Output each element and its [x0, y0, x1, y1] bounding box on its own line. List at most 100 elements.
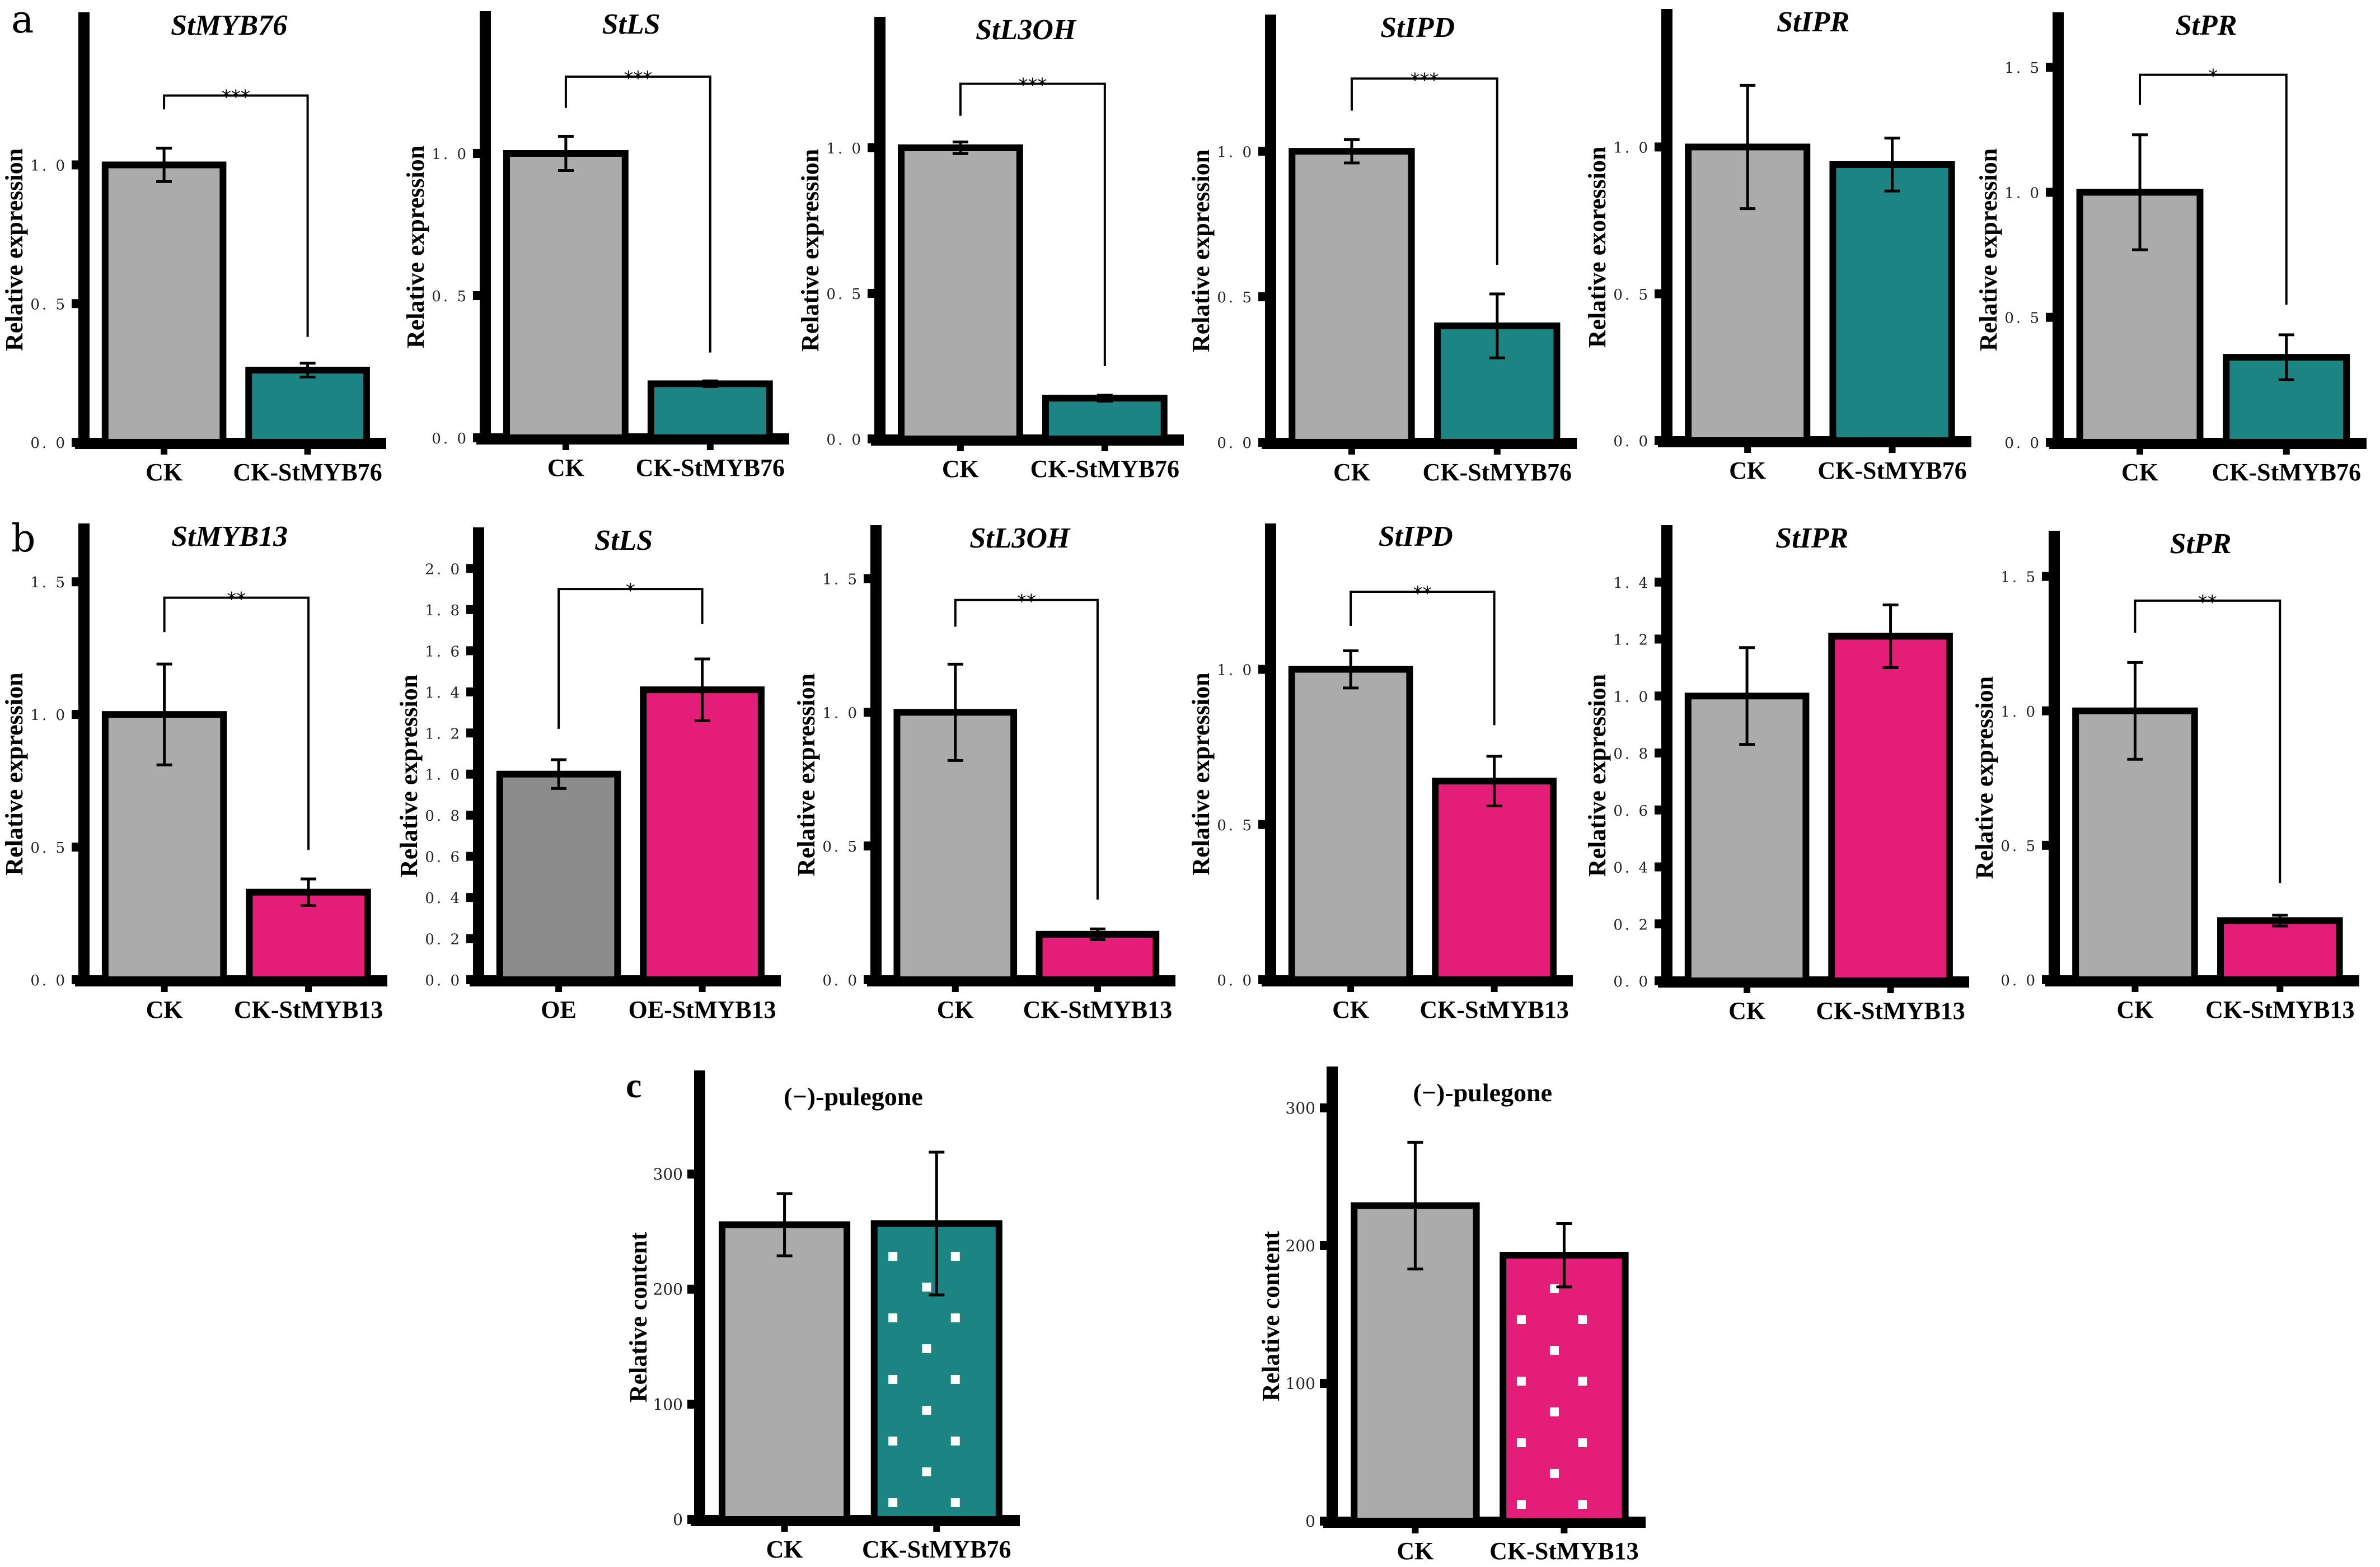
y-axis-label: Relative expression	[793, 673, 820, 876]
y-tick-label: 300	[1286, 1099, 1315, 1117]
bar-ck	[719, 1221, 851, 1523]
y-tick-label: 1. 2	[1613, 632, 1650, 649]
y-tick-label: 1. 0	[1613, 689, 1650, 705]
chart-title: StIPD	[1379, 521, 1453, 553]
y-tick-label: 1. 4	[425, 685, 462, 701]
y-axis-label: Relative content	[625, 1232, 652, 1403]
chart-title: StL3OH	[976, 14, 1077, 46]
panel-label-a: a	[11, 0, 34, 42]
x-tick-label: CK-StMYB13	[1816, 997, 1965, 1025]
pattern-dot	[1578, 1500, 1587, 1509]
y-tick-label: 0. 5	[1217, 817, 1254, 834]
y-tick-label: 0. 0	[1217, 972, 1254, 989]
significance-bracket	[557, 588, 704, 729]
y-axis-label: Relative expression	[797, 149, 824, 352]
y-tick-label: 0. 0	[1613, 974, 1650, 990]
y-tick-label: 2. 0	[425, 561, 462, 578]
chart-b6: 0. 0 0. 5 1. 0 1. 5 Relative expression StPR C…	[1971, 528, 2359, 1023]
pattern-dot	[950, 1498, 960, 1507]
bar-ck-stmyb13	[1432, 778, 1557, 983]
y-axis-label: Relative expression	[402, 146, 429, 348]
y-tick-label: 0. 0	[30, 972, 67, 989]
y-tick-label: 0. 0	[2004, 435, 2041, 452]
x-tick-label: OE-StMYB13	[629, 996, 776, 1023]
chart-b3: 0. 0 0. 5 1. 0 1. 5 Relative expression StL3O…	[793, 522, 1175, 1023]
y-tick-label: 1. 5	[30, 574, 67, 591]
x-tick-label: CK	[1729, 457, 1766, 484]
significance-bracket	[163, 596, 310, 850]
y-tick-label: 1. 4	[1613, 575, 1650, 592]
x-tick-label: CK	[1397, 1537, 1433, 1565]
chart-b5: 0. 0 0. 2 0. 4 0. 6 0. 8 1. 0 1. 2 1. 4 Relative…	[1583, 522, 1969, 1025]
y-tick-label: 0. 2	[425, 932, 462, 948]
panel-label-c: c	[626, 1065, 641, 1105]
pattern-dot	[1549, 1407, 1559, 1416]
y-tick-label: 0. 2	[1613, 916, 1650, 933]
significance-label: ***	[222, 86, 250, 109]
y-axis-label: Relative expression	[395, 675, 423, 877]
y-tick-label: 0. 5	[1217, 289, 1254, 306]
pattern-dot	[1516, 1500, 1526, 1509]
x-tick-label: CK-StMYB13	[1023, 996, 1172, 1023]
y-tick-label: 1. 5	[2000, 569, 2037, 586]
pattern-dot	[922, 1344, 931, 1353]
y-tick-label: 0. 6	[1613, 803, 1650, 820]
pattern-dot	[950, 1437, 960, 1446]
chart-b1: 0. 0 0. 5 1. 0 1. 5 Relative expression StMYB…	[1, 521, 387, 1023]
bar-ck-stmyb76	[647, 380, 773, 441]
y-tick-label: 1. 0	[432, 146, 468, 163]
y-tick-label: 1. 0	[822, 705, 859, 722]
x-tick-label: CK-StMYB13	[234, 996, 383, 1023]
significance-bracket	[954, 598, 1099, 900]
chart-title: StL3OH	[969, 522, 1071, 554]
y-tick-label: 1. 0	[30, 158, 67, 175]
significance-bracket	[564, 75, 711, 353]
pattern-dot	[1578, 1377, 1587, 1386]
y-tick-label: 1. 0	[1217, 662, 1254, 679]
bar-ck-stmyb13	[2217, 917, 2343, 983]
y-tick-label: 1. 8	[425, 602, 462, 619]
x-tick-label: CK-StMYB13	[1489, 1537, 1638, 1565]
chart-title: StPR	[2170, 528, 2232, 560]
y-tick-label: 0. 5	[2000, 838, 2037, 855]
x-tick-label: CK-StMYB13	[1419, 996, 1568, 1023]
significance-label: ***	[1410, 69, 1439, 91]
x-tick-label: CK-StMYB13	[2205, 996, 2354, 1023]
y-tick-label: 1. 5	[822, 572, 859, 588]
y-tick-label: 100	[653, 1395, 683, 1414]
pattern-dot	[1516, 1315, 1526, 1324]
bar-ck-stmyb13	[1036, 930, 1160, 984]
y-tick-label: 0. 0	[432, 431, 468, 447]
x-tick-label: CK	[766, 1536, 803, 1563]
chart-c1: 0 100 200 300 Relative content (−)-pulegone CK…	[625, 1070, 1020, 1563]
y-tick-label: 200	[1286, 1237, 1315, 1255]
x-tick-label: CK	[2121, 459, 2158, 486]
y-tick-label: 0. 5	[2004, 310, 2041, 327]
bar-ck-stmyb76	[245, 367, 370, 446]
chart-title: StLS	[594, 525, 653, 556]
pattern-dot	[888, 1252, 898, 1261]
x-tick-label: CK	[547, 454, 584, 481]
pattern-dot	[888, 1313, 898, 1322]
chart-a6: 0. 0 0. 5 1. 0 1. 5 Relative expression StPR C…	[1975, 10, 2367, 486]
chart-title: StMYB76	[171, 10, 287, 41]
y-tick-label: 1. 2	[425, 726, 462, 742]
y-tick-label: 0. 4	[1613, 860, 1650, 877]
significance-bracket	[2139, 73, 2288, 305]
y-tick-label: 0. 8	[1613, 746, 1650, 763]
y-tick-label: 1. 0	[2000, 704, 2037, 721]
bar-oe-stmyb13	[640, 686, 765, 984]
chart-title: StIPR	[1777, 6, 1849, 38]
y-axis-label: Relative expression	[1975, 148, 2002, 351]
y-tick-label: 0. 0	[30, 435, 67, 452]
x-tick-label: CK	[146, 996, 183, 1023]
y-tick-label: 200	[653, 1280, 683, 1299]
y-tick-label: 0. 5	[30, 296, 67, 313]
y-tick-label: 0. 6	[425, 849, 462, 866]
y-axis-label: Relative expression	[1187, 672, 1215, 875]
